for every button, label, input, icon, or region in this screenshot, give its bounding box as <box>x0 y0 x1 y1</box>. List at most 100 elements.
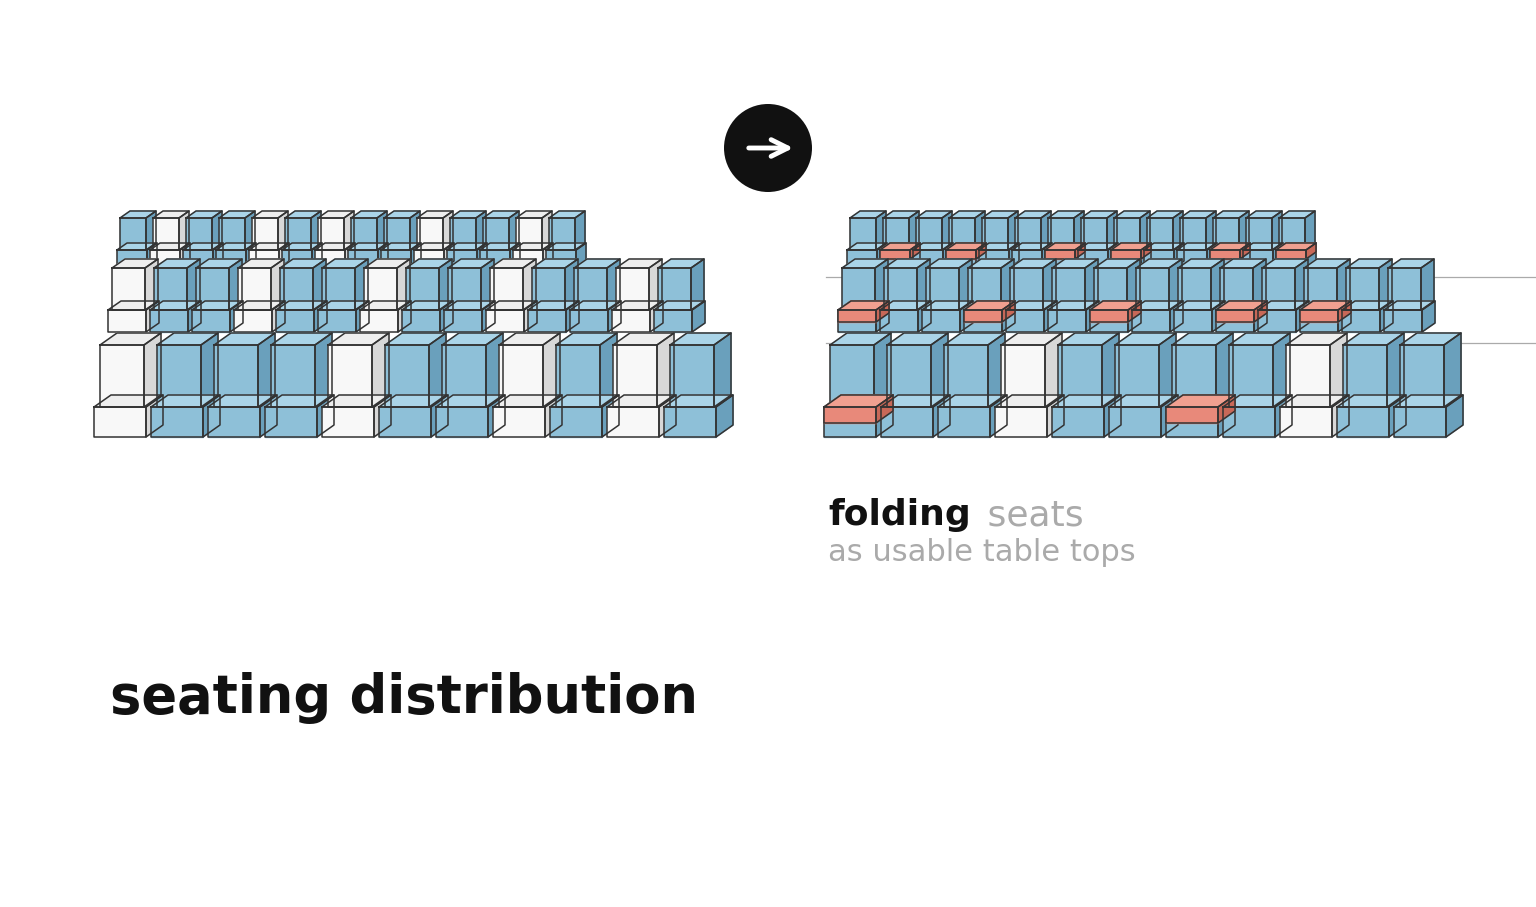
Polygon shape <box>1263 268 1295 310</box>
Polygon shape <box>372 333 389 407</box>
Polygon shape <box>1346 259 1392 268</box>
Polygon shape <box>315 333 332 407</box>
Polygon shape <box>968 268 1001 310</box>
Polygon shape <box>1178 259 1224 268</box>
Polygon shape <box>1218 395 1235 423</box>
Polygon shape <box>876 259 888 310</box>
Polygon shape <box>1422 301 1435 332</box>
Polygon shape <box>429 333 445 407</box>
Polygon shape <box>1144 243 1184 250</box>
Polygon shape <box>1044 243 1084 250</box>
Polygon shape <box>1346 268 1379 310</box>
Polygon shape <box>233 301 286 310</box>
Polygon shape <box>1091 301 1141 310</box>
Polygon shape <box>315 250 346 268</box>
Polygon shape <box>313 259 326 310</box>
Polygon shape <box>691 259 703 310</box>
Polygon shape <box>608 301 621 332</box>
Polygon shape <box>886 333 948 345</box>
Polygon shape <box>1147 211 1183 218</box>
Polygon shape <box>876 301 889 322</box>
Polygon shape <box>1114 211 1150 218</box>
Polygon shape <box>1389 268 1421 310</box>
Polygon shape <box>1210 259 1224 310</box>
Polygon shape <box>1084 259 1098 310</box>
Polygon shape <box>946 243 986 250</box>
Polygon shape <box>650 259 662 310</box>
Polygon shape <box>1299 310 1338 332</box>
Polygon shape <box>1273 333 1290 407</box>
Polygon shape <box>1223 407 1275 437</box>
Polygon shape <box>883 211 919 218</box>
Polygon shape <box>379 407 432 437</box>
Polygon shape <box>1015 211 1051 218</box>
Polygon shape <box>310 211 321 250</box>
Polygon shape <box>286 211 321 218</box>
Polygon shape <box>932 395 949 437</box>
Polygon shape <box>238 259 284 268</box>
Polygon shape <box>1048 218 1074 250</box>
Polygon shape <box>946 250 975 259</box>
Polygon shape <box>1338 301 1352 322</box>
Polygon shape <box>1218 395 1235 437</box>
Polygon shape <box>1332 395 1349 437</box>
Polygon shape <box>230 301 243 332</box>
Polygon shape <box>482 211 519 218</box>
Polygon shape <box>880 301 931 310</box>
Polygon shape <box>499 333 561 345</box>
Polygon shape <box>574 259 621 268</box>
Polygon shape <box>1246 218 1272 250</box>
Polygon shape <box>415 250 444 268</box>
Polygon shape <box>151 301 201 310</box>
Polygon shape <box>1044 333 1061 407</box>
Polygon shape <box>490 259 536 268</box>
Polygon shape <box>186 218 212 250</box>
Polygon shape <box>1001 259 1014 310</box>
Polygon shape <box>880 250 909 268</box>
Polygon shape <box>1074 211 1084 250</box>
Polygon shape <box>1273 243 1283 268</box>
Polygon shape <box>1052 395 1121 407</box>
Polygon shape <box>280 268 313 310</box>
Polygon shape <box>1342 301 1393 310</box>
Polygon shape <box>1174 310 1212 332</box>
Polygon shape <box>1276 250 1306 268</box>
Polygon shape <box>531 259 578 268</box>
Polygon shape <box>849 211 886 218</box>
Polygon shape <box>829 345 874 407</box>
Polygon shape <box>187 301 201 332</box>
Polygon shape <box>94 395 163 407</box>
Polygon shape <box>442 211 453 250</box>
Polygon shape <box>183 243 223 250</box>
Polygon shape <box>151 250 180 268</box>
Polygon shape <box>323 268 355 310</box>
Polygon shape <box>1240 211 1249 250</box>
Polygon shape <box>485 333 502 407</box>
Polygon shape <box>478 243 487 268</box>
Polygon shape <box>439 259 452 310</box>
Polygon shape <box>197 259 243 268</box>
Polygon shape <box>1111 243 1150 250</box>
Polygon shape <box>550 407 602 437</box>
Polygon shape <box>545 395 562 437</box>
Polygon shape <box>650 301 664 332</box>
Polygon shape <box>117 243 157 250</box>
Text: seating distribution: seating distribution <box>111 672 697 724</box>
Polygon shape <box>280 259 326 268</box>
Polygon shape <box>352 211 387 218</box>
Polygon shape <box>1127 301 1141 322</box>
Polygon shape <box>1091 310 1127 332</box>
Polygon shape <box>1246 211 1283 218</box>
Text: seats: seats <box>975 498 1083 532</box>
Polygon shape <box>217 250 246 268</box>
Polygon shape <box>670 333 731 345</box>
Polygon shape <box>522 259 536 310</box>
Polygon shape <box>883 218 909 250</box>
Polygon shape <box>880 243 920 250</box>
Polygon shape <box>100 345 144 407</box>
Polygon shape <box>447 243 487 250</box>
Polygon shape <box>406 259 452 268</box>
Polygon shape <box>842 268 876 310</box>
Polygon shape <box>344 211 353 250</box>
Polygon shape <box>613 333 674 345</box>
